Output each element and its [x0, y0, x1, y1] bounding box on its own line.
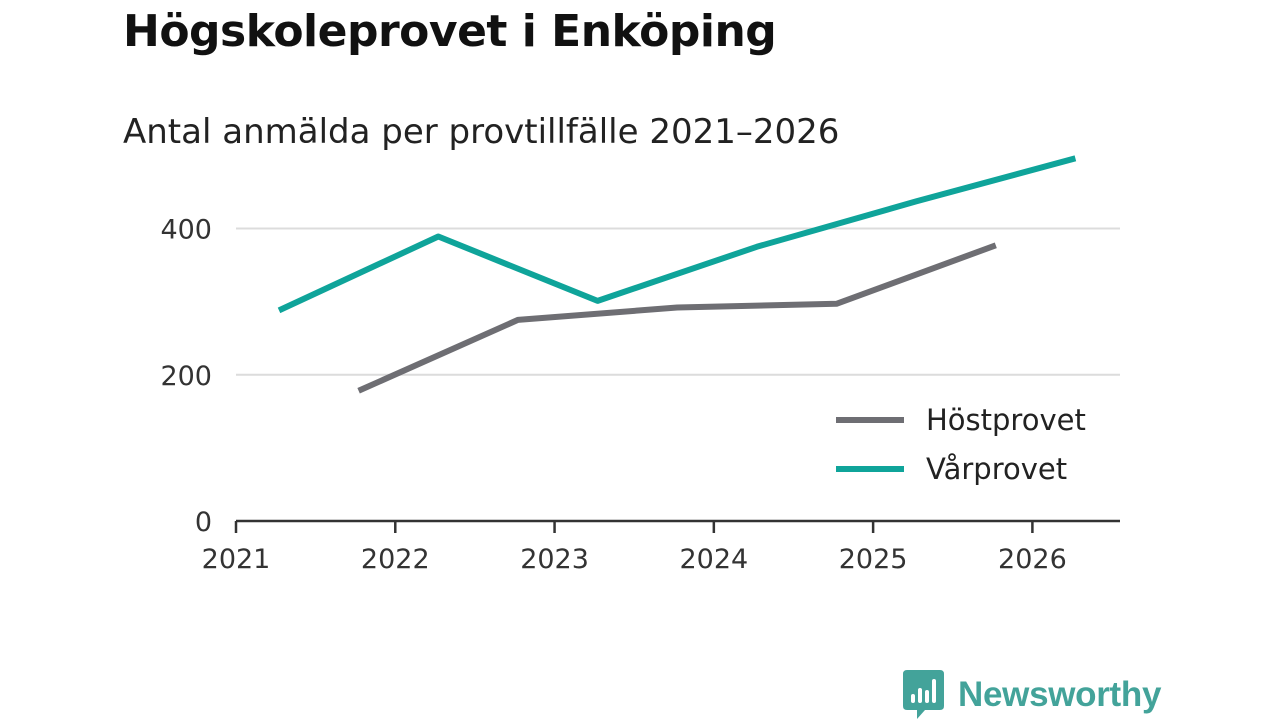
series-lines [277, 155, 1077, 394]
chart-title: Högskoleprovet i Enköping [123, 6, 777, 57]
newsworthy-logo-text: Newsworthy [958, 675, 1162, 714]
x-tick-label: 2021 [202, 544, 271, 575]
x-tick-label: 2023 [520, 544, 589, 575]
chart-subtitle: Antal anmälda per provtillfälle 2021–202… [123, 112, 840, 152]
x-tick-label: 2024 [679, 544, 748, 575]
series-line-v-rprovet [277, 155, 1077, 314]
series-line-h-stprovet [357, 242, 997, 394]
x-tick-label: 2022 [361, 544, 430, 575]
y-tick-label: 400 [160, 215, 212, 246]
newsworthy-logo: Newsworthy [903, 670, 1161, 720]
legend: Höstprovet Vårprovet [826, 403, 1106, 503]
axes: 0 200 400 2021 2022 2023 2024 2025 2026 [160, 215, 1120, 575]
y-tick-label: 200 [160, 361, 212, 392]
x-tick-label: 2025 [839, 544, 908, 575]
newsworthy-logo-icon [903, 670, 944, 719]
y-tick-label: 0 [195, 507, 212, 538]
x-tick-label: 2026 [998, 544, 1067, 575]
legend-label: Vårprovet [926, 452, 1067, 486]
legend-label: Höstprovet [926, 403, 1086, 437]
grid [236, 227, 1120, 376]
